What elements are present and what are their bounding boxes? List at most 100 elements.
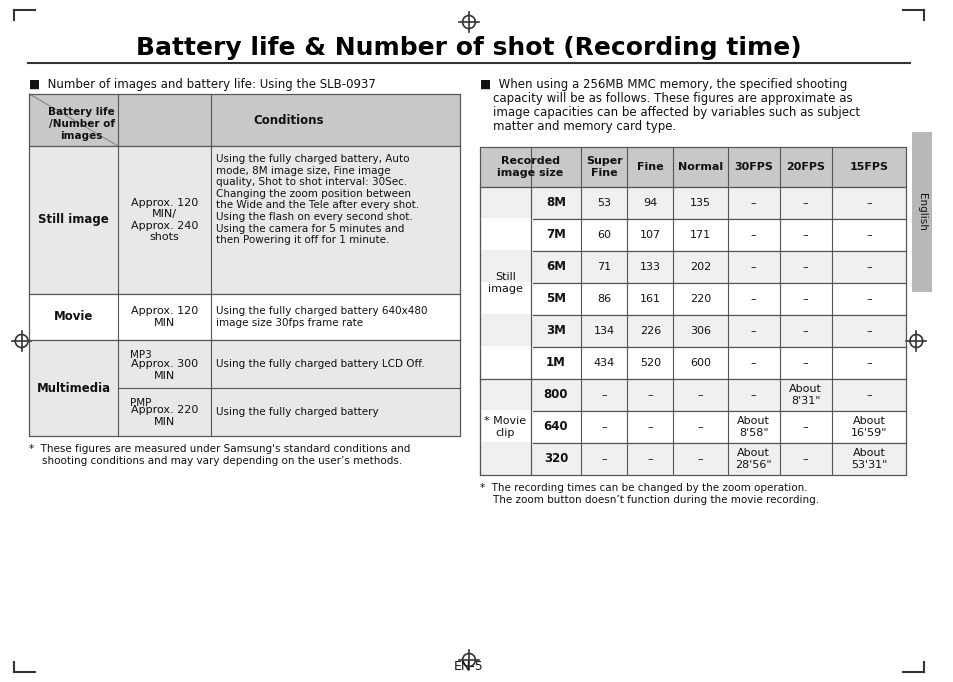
Text: –: – (865, 358, 871, 368)
Text: –: – (697, 422, 702, 432)
Text: capacity will be as follows. These figures are approximate as: capacity will be as follows. These figur… (492, 92, 851, 105)
Text: Approx. 120
MIN: Approx. 120 MIN (131, 306, 198, 328)
Text: 53: 53 (597, 198, 611, 208)
Text: EN-5: EN-5 (454, 659, 483, 672)
FancyBboxPatch shape (479, 147, 905, 187)
Text: 60: 60 (597, 230, 611, 240)
Text: Movie: Movie (54, 310, 93, 323)
Text: –: – (600, 390, 606, 400)
Text: –: – (865, 294, 871, 304)
Text: Normal: Normal (678, 162, 722, 172)
Text: –: – (697, 454, 702, 464)
Text: Approx. 120
MIN/
Approx. 240
shots: Approx. 120 MIN/ Approx. 240 shots (131, 198, 198, 242)
Text: Using the fully charged battery 640x480
image size 30fps frame rate: Using the fully charged battery 640x480 … (216, 306, 427, 328)
FancyBboxPatch shape (479, 315, 905, 347)
Text: matter and memory card type.: matter and memory card type. (492, 120, 675, 133)
Text: 434: 434 (593, 358, 614, 368)
Text: Still
image: Still image (487, 272, 522, 294)
FancyBboxPatch shape (479, 187, 905, 219)
FancyBboxPatch shape (30, 146, 459, 294)
Text: 600: 600 (689, 358, 710, 368)
Text: About
8'58": About 8'58" (737, 416, 769, 438)
Text: English: English (916, 193, 926, 231)
Text: Super
Fine: Super Fine (585, 156, 622, 178)
Text: Fine: Fine (637, 162, 663, 172)
Text: –: – (750, 230, 756, 240)
FancyBboxPatch shape (479, 251, 905, 283)
Text: Still image: Still image (38, 213, 109, 226)
Text: –: – (750, 262, 756, 272)
Text: –: – (750, 358, 756, 368)
Text: Using the fully charged battery, Auto
mode, 8M image size, Fine image
quality, S: Using the fully charged battery, Auto mo… (216, 154, 419, 246)
Text: –: – (600, 422, 606, 432)
Text: About
53'31": About 53'31" (850, 448, 886, 470)
Text: 1M: 1M (545, 357, 565, 370)
Text: –: – (647, 390, 653, 400)
Text: –: – (865, 230, 871, 240)
Text: 3M: 3M (545, 325, 565, 338)
Text: * Movie
clip: * Movie clip (484, 416, 526, 438)
Text: –: – (750, 326, 756, 336)
Text: *  These figures are measured under Samsung's standard conditions and
    shooti: * These figures are measured under Samsu… (30, 444, 411, 466)
Text: Approx. 220
MIN: Approx. 220 MIN (131, 405, 198, 427)
Text: 640: 640 (543, 421, 568, 434)
FancyBboxPatch shape (479, 411, 905, 443)
Text: –: – (802, 262, 808, 272)
Text: image capacities can be affected by variables such as subject: image capacities can be affected by vari… (492, 106, 859, 119)
Text: 226: 226 (639, 326, 660, 336)
Text: *  The recording times can be changed by the zoom operation.
    The zoom button: * The recording times can be changed by … (479, 483, 818, 505)
Text: –: – (647, 422, 653, 432)
Text: 135: 135 (689, 198, 710, 208)
Text: 800: 800 (543, 389, 568, 402)
Text: 134: 134 (593, 326, 614, 336)
Text: 520: 520 (639, 358, 660, 368)
Text: 86: 86 (597, 294, 611, 304)
FancyBboxPatch shape (30, 294, 459, 340)
Text: 161: 161 (639, 294, 660, 304)
FancyBboxPatch shape (30, 94, 459, 146)
Text: 306: 306 (689, 326, 710, 336)
Text: 20FPS: 20FPS (785, 162, 824, 172)
Text: Battery life & Number of shot (Recording time): Battery life & Number of shot (Recording… (136, 36, 801, 60)
Text: MP3: MP3 (130, 350, 152, 360)
Text: –: – (802, 198, 808, 208)
Text: Approx. 300
MIN: Approx. 300 MIN (131, 359, 198, 381)
Text: 71: 71 (597, 262, 611, 272)
Text: 5M: 5M (545, 293, 565, 306)
Text: –: – (865, 390, 871, 400)
Text: –: – (697, 390, 702, 400)
Text: 171: 171 (689, 230, 710, 240)
Text: –: – (802, 326, 808, 336)
Text: 202: 202 (689, 262, 710, 272)
Text: –: – (802, 454, 808, 464)
Text: –: – (750, 294, 756, 304)
Text: –: – (802, 230, 808, 240)
Text: ■  Number of images and battery life: Using the SLB-0937: ■ Number of images and battery life: Usi… (30, 78, 376, 91)
FancyBboxPatch shape (479, 347, 905, 379)
Text: Recorded
image size: Recorded image size (497, 156, 563, 178)
Text: 15FPS: 15FPS (849, 162, 887, 172)
Text: Battery life
/Number of
images: Battery life /Number of images (49, 107, 115, 140)
Text: 8M: 8M (545, 196, 565, 209)
FancyBboxPatch shape (911, 132, 931, 292)
Text: –: – (600, 454, 606, 464)
FancyBboxPatch shape (479, 219, 905, 251)
Text: –: – (750, 198, 756, 208)
Text: ■  When using a 256MB MMC memory, the specified shooting: ■ When using a 256MB MMC memory, the spe… (479, 78, 846, 91)
Text: 320: 320 (543, 452, 568, 466)
Text: 220: 220 (689, 294, 710, 304)
Text: About
16'59": About 16'59" (850, 416, 886, 438)
Text: 133: 133 (639, 262, 660, 272)
Text: –: – (750, 390, 756, 400)
FancyBboxPatch shape (479, 379, 905, 411)
Text: –: – (802, 358, 808, 368)
Text: 94: 94 (642, 198, 657, 208)
Text: Using the fully charged battery: Using the fully charged battery (216, 407, 378, 417)
Text: –: – (865, 326, 871, 336)
FancyBboxPatch shape (30, 340, 459, 436)
Text: PMP: PMP (130, 398, 151, 408)
Text: 6M: 6M (545, 261, 565, 273)
Text: 7M: 7M (545, 228, 565, 241)
Text: 107: 107 (639, 230, 660, 240)
Text: –: – (647, 454, 653, 464)
